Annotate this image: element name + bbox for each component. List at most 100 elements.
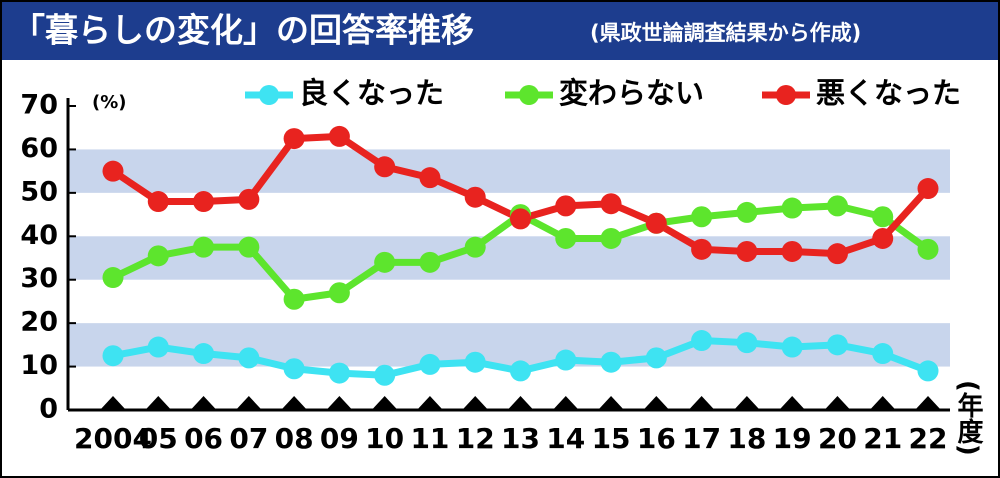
data-point — [238, 347, 260, 369]
data-point — [555, 195, 577, 217]
x-tick-triangle — [688, 396, 715, 410]
data-point — [555, 227, 577, 249]
data-point — [102, 267, 124, 289]
x-tick-triangle — [371, 396, 398, 410]
x-tick-triangle — [779, 396, 806, 410]
x-tick-label: 20 — [818, 422, 857, 455]
data-point — [283, 358, 305, 380]
x-tick-label: 06 — [184, 422, 223, 455]
data-point — [736, 240, 758, 262]
y-tick-label: 0 — [39, 394, 58, 425]
data-point — [464, 186, 486, 208]
data-point — [374, 364, 396, 386]
y-tick-label: 10 — [20, 350, 58, 381]
legend-dot — [259, 85, 279, 105]
data-point — [419, 251, 441, 273]
y-tick-label: 60 — [20, 133, 58, 164]
x-tick-triangle — [462, 396, 489, 410]
band — [68, 236, 950, 280]
x-tick-triangle — [733, 396, 760, 410]
legend-dot — [776, 85, 796, 105]
x-tick-label: 11 — [410, 422, 449, 455]
x-tick-label: 05 — [139, 422, 178, 455]
data-point — [736, 201, 758, 223]
data-point — [193, 191, 215, 213]
data-point — [328, 362, 350, 384]
data-point — [283, 288, 305, 310]
x-tick-triangle — [643, 396, 670, 410]
x-tick-label: 22 — [909, 422, 948, 455]
data-point — [102, 345, 124, 367]
data-point — [691, 238, 713, 260]
x-tick-triangle — [145, 396, 172, 410]
data-point — [193, 343, 215, 365]
x-tick-label: 16 — [637, 422, 676, 455]
legend-dot — [519, 85, 539, 105]
data-point — [645, 347, 667, 369]
data-point — [147, 245, 169, 267]
data-point — [102, 160, 124, 182]
data-point — [917, 360, 939, 382]
x-tick-label: 15 — [592, 422, 631, 455]
x-unit: (年度) — [953, 380, 983, 456]
x-tick-triangle — [552, 396, 579, 410]
data-point — [147, 191, 169, 213]
x-tick-triangle — [100, 396, 126, 410]
legend-label: 良くなった — [299, 76, 444, 110]
data-point — [283, 128, 305, 150]
data-point — [736, 332, 758, 354]
data-point — [826, 334, 848, 356]
data-point — [826, 243, 848, 265]
y-tick-label: 70 — [20, 90, 58, 121]
title-bar — [2, 2, 998, 60]
data-point — [555, 349, 577, 371]
x-tick-triangle — [235, 396, 262, 410]
data-point — [781, 197, 803, 219]
data-point — [645, 212, 667, 234]
legend-label: 変わらない — [559, 76, 704, 110]
y-unit: (%) — [92, 92, 127, 113]
data-point — [600, 351, 622, 373]
x-tick-label: 14 — [546, 422, 585, 455]
x-tick-label: 18 — [727, 422, 766, 455]
x-tick-label: 07 — [229, 422, 268, 455]
data-point — [826, 195, 848, 217]
y-tick-label: 50 — [20, 176, 58, 207]
data-point — [691, 206, 713, 228]
x-tick-label: 09 — [320, 422, 359, 455]
data-point — [872, 227, 894, 249]
data-point — [781, 336, 803, 358]
data-point — [781, 240, 803, 262]
data-point — [328, 282, 350, 304]
data-point — [600, 193, 622, 215]
data-point — [374, 251, 396, 273]
data-point — [872, 343, 894, 365]
data-point — [691, 330, 713, 352]
data-point — [419, 353, 441, 375]
x-tick-triangle — [824, 396, 851, 410]
x-tick-label: 2004 — [74, 422, 152, 455]
x-tick-triangle — [915, 396, 941, 410]
x-tick-label: 10 — [365, 422, 404, 455]
data-point — [374, 156, 396, 178]
x-tick-label: 12 — [456, 422, 495, 455]
data-point — [147, 336, 169, 358]
x-tick-triangle — [507, 396, 534, 410]
data-point — [328, 125, 350, 147]
x-tick-label: 21 — [863, 422, 902, 455]
legend-label: 悪くなった — [816, 76, 961, 110]
x-tick-triangle — [326, 396, 353, 410]
data-point — [238, 188, 260, 210]
data-point — [464, 236, 486, 258]
y-tick-label: 30 — [20, 263, 58, 294]
x-tick-triangle — [190, 396, 217, 410]
x-tick-label: 19 — [773, 422, 812, 455]
x-tick-label: 13 — [501, 422, 540, 455]
x-tick-label: 08 — [275, 422, 314, 455]
data-point — [917, 238, 939, 260]
data-point — [600, 227, 622, 249]
chart-title: 「暮らしの変化」の回答率推移 — [12, 11, 474, 50]
y-tick-label: 40 — [20, 220, 58, 251]
band — [68, 149, 950, 193]
